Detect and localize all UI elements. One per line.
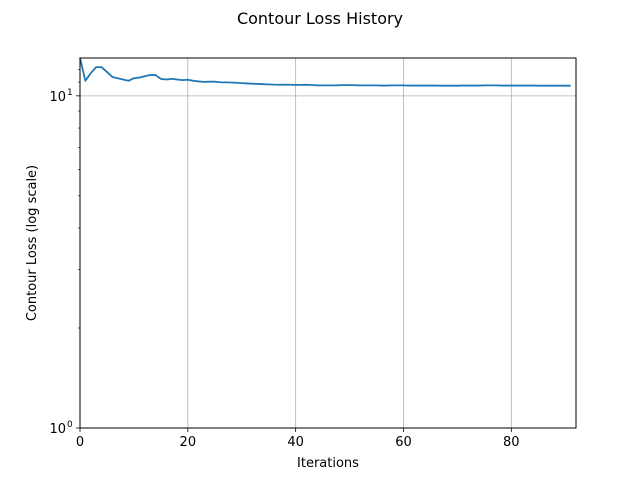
x-axis-label: Iterations bbox=[297, 456, 359, 471]
x-tick-label: 20 bbox=[180, 435, 197, 450]
chart-title: Contour Loss History bbox=[237, 9, 403, 28]
y-tick-label: 10 bbox=[49, 90, 66, 105]
series-line bbox=[79, 57, 571, 87]
x-tick-label: 80 bbox=[503, 435, 520, 450]
x-tick-label: 0 bbox=[76, 435, 84, 450]
grid-lines bbox=[79, 58, 576, 429]
x-tick-label: 60 bbox=[395, 435, 412, 450]
y-tick-exponent: 1 bbox=[67, 88, 73, 98]
y-tick-exponent: 0 bbox=[67, 420, 73, 430]
y-axis-label: Contour Loss (log scale) bbox=[25, 165, 40, 321]
x-tick-label: 40 bbox=[287, 435, 304, 450]
plot-frame bbox=[79, 57, 577, 429]
y-tick-label: 10 bbox=[49, 422, 66, 437]
